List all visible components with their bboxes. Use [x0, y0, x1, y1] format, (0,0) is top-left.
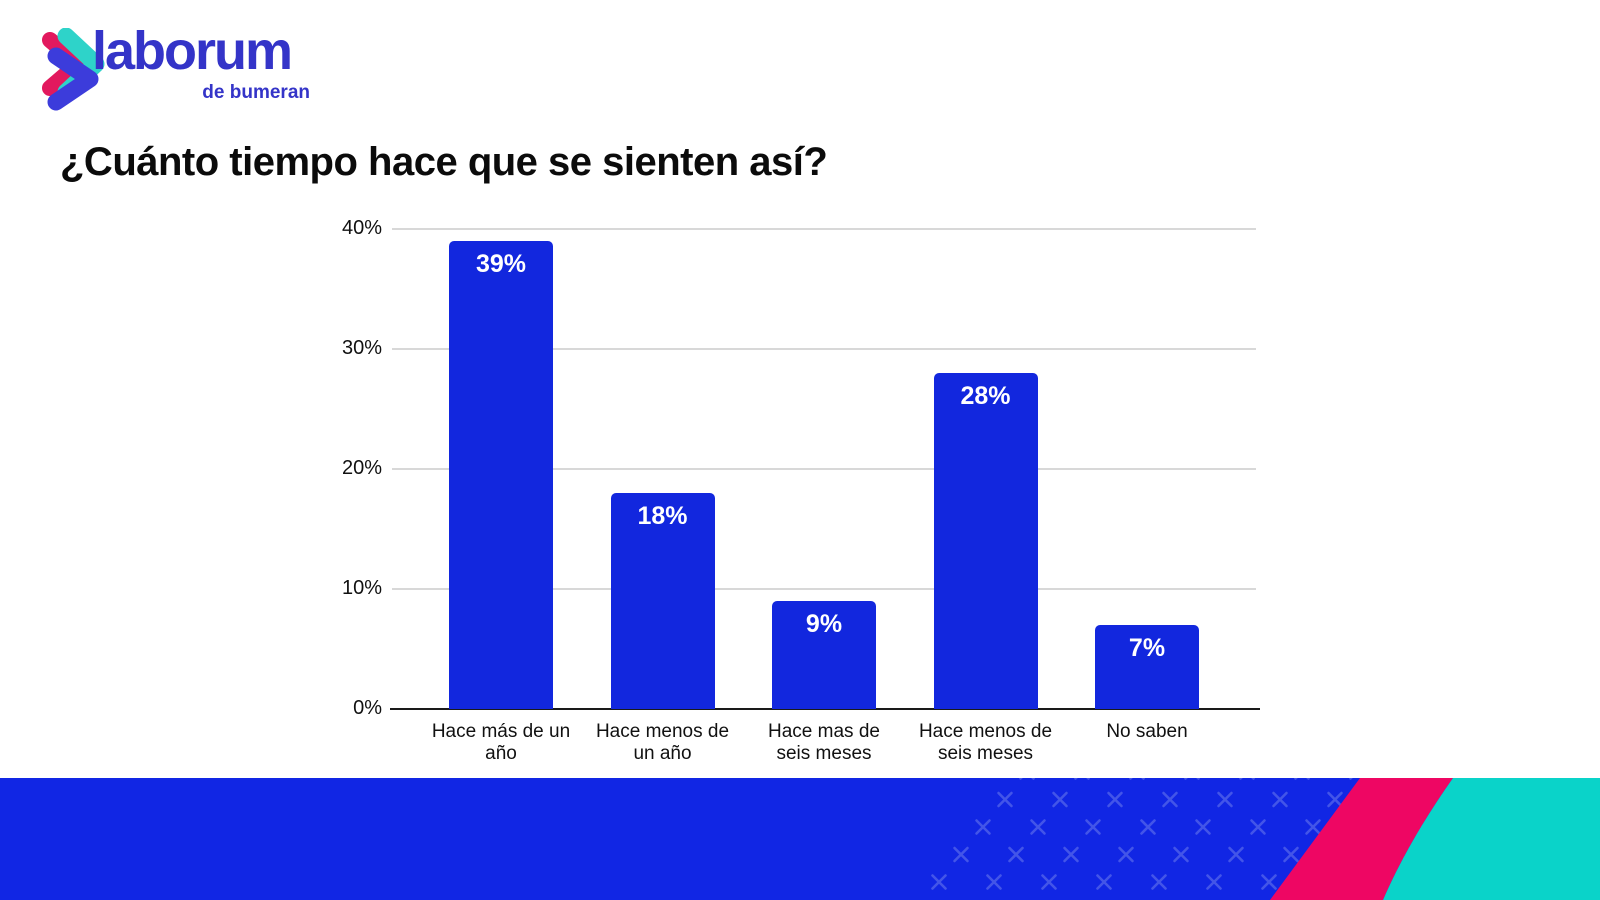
y-axis-tick-label: 30%	[341, 337, 382, 359]
y-axis-tick-label: 0%	[353, 697, 382, 719]
category-label: Hace más de un año	[431, 721, 571, 764]
category-label: No saben	[1106, 721, 1188, 742]
bar-value-label: 9%	[805, 610, 843, 638]
chevron-arrow-icon	[42, 28, 105, 111]
bar-chart-plot-area: 40% 30% 20% 10% 0% 39% Hace más de un año 18% Hac…	[342, 217, 1260, 764]
brand-wordmark: laborum	[92, 21, 293, 81]
bar-value-label: 18%	[637, 502, 688, 530]
gridline	[392, 468, 1256, 470]
banner-pink-stripe	[1270, 778, 1453, 900]
category-label: Hace mas de seis meses	[768, 721, 880, 764]
gridline	[392, 588, 1256, 590]
x-axis-line	[390, 708, 1260, 710]
gridline	[392, 348, 1256, 350]
slide-title: ¿Cuánto tiempo hace que se sienten así?	[60, 140, 828, 184]
bar: 7%	[1095, 625, 1199, 709]
bar: 18%	[610, 493, 715, 709]
bar-value-label: 39%	[475, 250, 527, 278]
gridline	[392, 228, 1256, 230]
laborum-logo: laborum de bumeran	[40, 21, 330, 118]
y-axis-tick-label: 40%	[341, 217, 382, 239]
bar: 28%	[933, 373, 1038, 709]
brand-tagline: de bumeran	[202, 82, 310, 103]
y-axis-tick-label: 20%	[341, 457, 382, 479]
bar: 9%	[772, 601, 876, 709]
category-label: Hace menos de un año	[595, 721, 730, 764]
bar-value-label: 28%	[960, 382, 1011, 410]
chevron-blue	[47, 47, 99, 111]
bar-value-label: 7%	[1128, 634, 1166, 662]
banner-teal-corner	[1383, 778, 1600, 900]
y-axis-tick-label: 10%	[341, 577, 382, 599]
bar: 39%	[449, 241, 553, 709]
footer-banner	[0, 778, 1600, 900]
category-label: Hace menos de seis meses	[918, 721, 1053, 764]
